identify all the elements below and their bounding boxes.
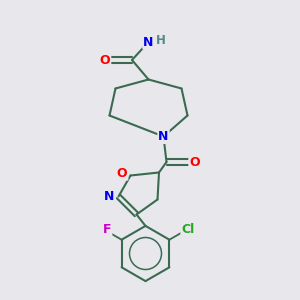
Text: N: N [158,130,169,143]
Text: O: O [189,155,200,169]
Text: O: O [100,53,110,67]
Text: O: O [117,167,128,180]
Text: F: F [103,223,111,236]
Text: N: N [143,35,154,49]
Text: N: N [104,190,115,203]
Text: H: H [156,34,166,47]
Text: Cl: Cl [182,223,195,236]
